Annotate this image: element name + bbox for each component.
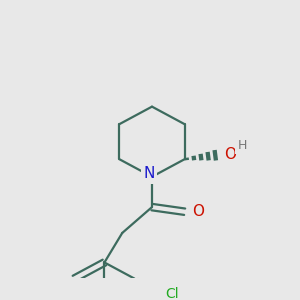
Text: O: O bbox=[193, 204, 205, 219]
Text: H: H bbox=[237, 139, 247, 152]
Text: O: O bbox=[224, 147, 236, 162]
Text: Cl: Cl bbox=[165, 287, 179, 300]
Text: N: N bbox=[143, 167, 155, 182]
